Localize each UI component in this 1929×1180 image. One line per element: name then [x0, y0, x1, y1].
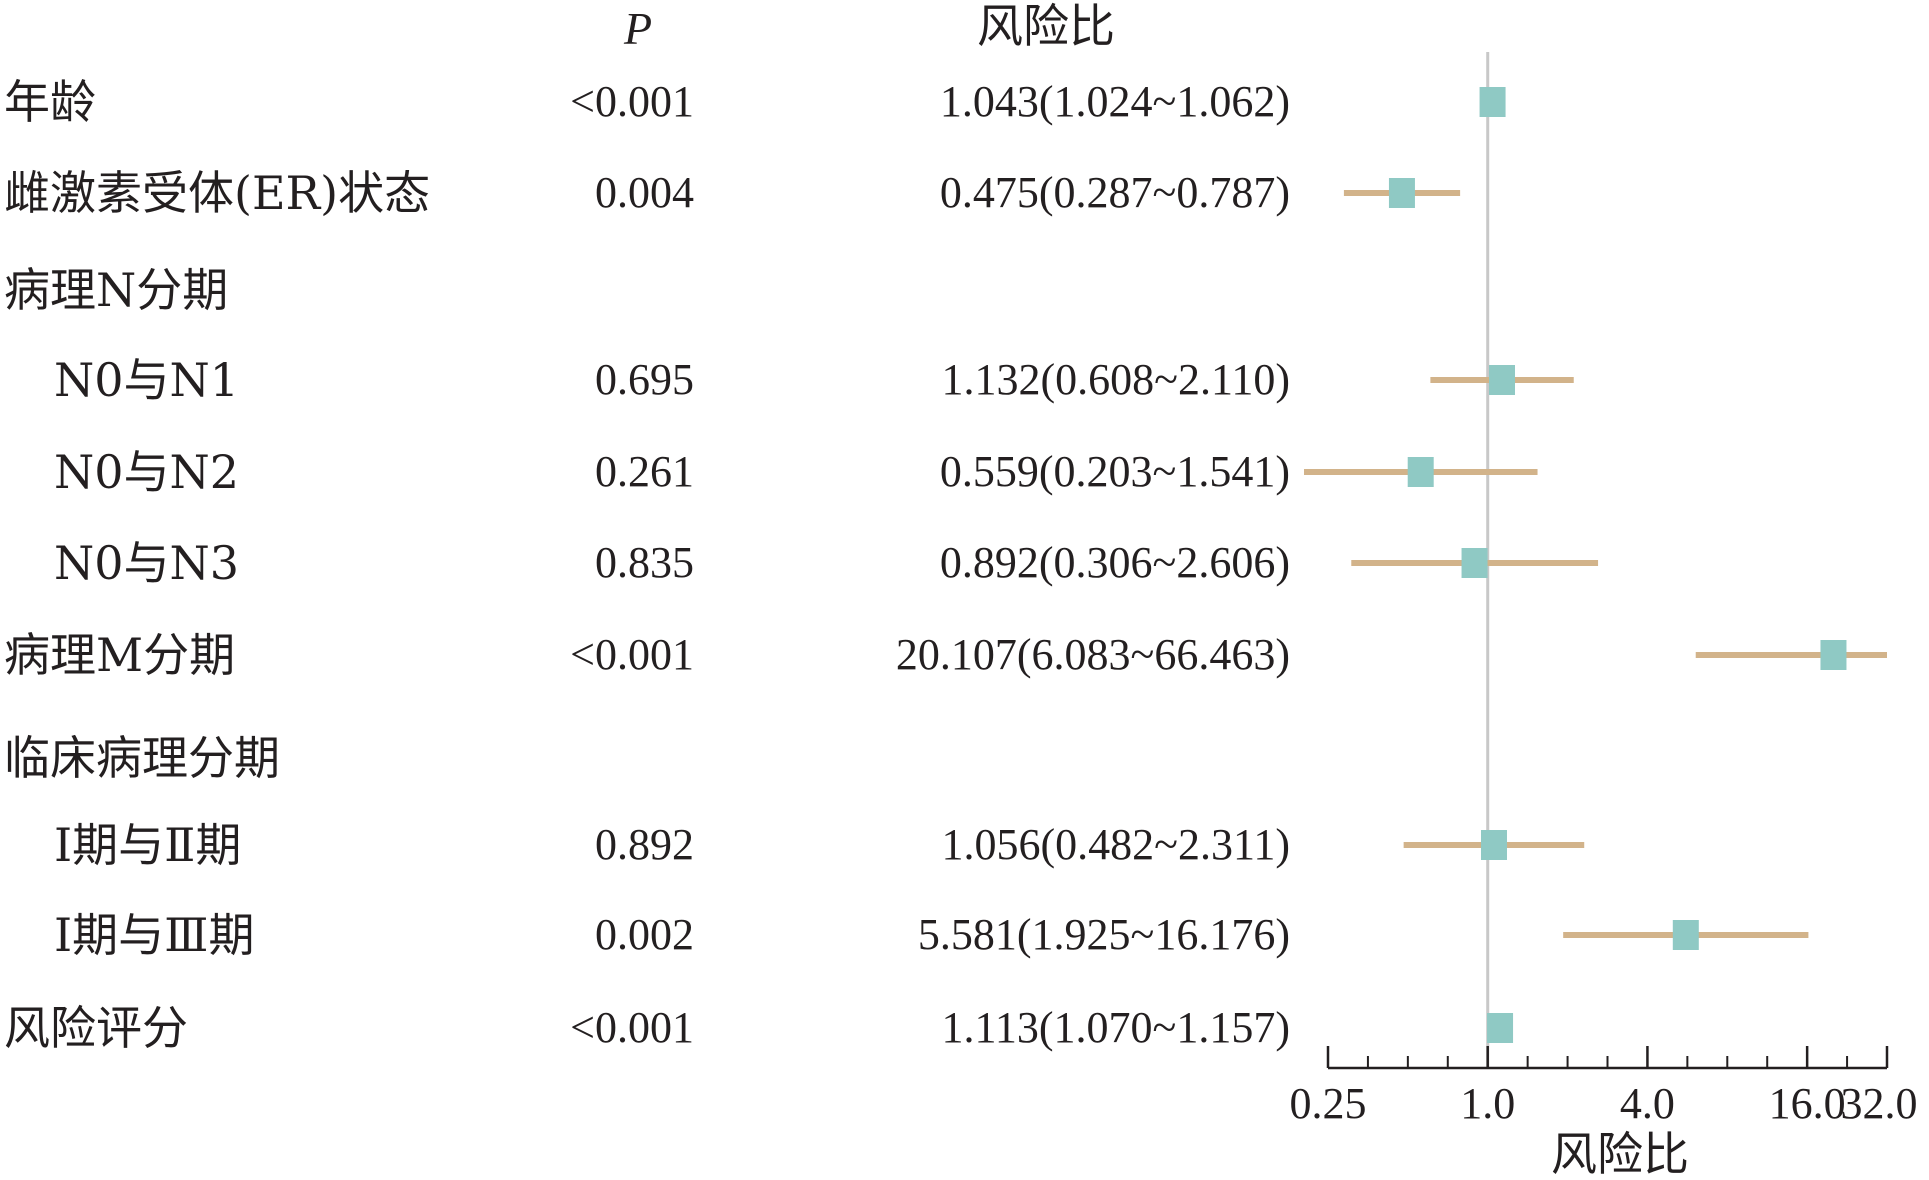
- row-label: 病理M分期: [4, 628, 235, 682]
- hazard-ratio-marker: [1820, 640, 1847, 670]
- x-tick-label: 1.0: [1460, 1079, 1515, 1128]
- hazard-ratio-text: 0.559(0.203~1.541): [940, 447, 1290, 496]
- row-label: Ⅰ期与Ⅲ期: [54, 908, 255, 962]
- hazard-ratio-marker: [1487, 1013, 1514, 1043]
- row-label: N0与N3: [54, 536, 239, 590]
- x-tick-label: 4.0: [1620, 1079, 1675, 1128]
- hazard-ratio-header: 风险比: [977, 0, 1115, 53]
- hazard-ratio-text: 1.043(1.024~1.062): [940, 77, 1290, 126]
- hazard-ratio-marker: [1480, 830, 1507, 860]
- table-rows: 年龄 <0.001 1.043(1.024~1.062) 雌激素受体(ER)状态 0.0…: [4, 75, 1290, 1055]
- x-axis-title: 风险比: [1551, 1127, 1689, 1180]
- p-value: 0.004: [595, 168, 694, 217]
- row-label: 雌激素受体(ER)状态: [4, 166, 430, 220]
- hazard-ratio-text: 5.581(1.925~16.176): [918, 910, 1290, 959]
- hazard-ratio-text: 1.113(1.070~1.157): [942, 1003, 1290, 1052]
- row-label: N0与N2: [54, 445, 239, 499]
- p-value-header: P: [623, 3, 652, 54]
- hazard-ratio-marker: [1388, 178, 1415, 208]
- x-tick-label: 0.25: [1290, 1079, 1367, 1128]
- hazard-ratio-text: 0.475(0.287~0.787): [940, 168, 1290, 217]
- hazard-ratio-marker: [1672, 920, 1699, 950]
- row-label: 临床病理分期: [4, 731, 280, 785]
- p-value: <0.001: [570, 1003, 694, 1052]
- hazard-ratio-text: 1.132(0.608~2.110): [942, 355, 1290, 404]
- p-value: 0.695: [595, 355, 694, 404]
- p-value: 0.835: [595, 538, 694, 587]
- p-value: 0.892: [595, 820, 694, 869]
- plot-area: 0.25 1.0 4.0 16.032.0: [1290, 52, 1918, 1128]
- p-value: <0.001: [570, 630, 694, 679]
- p-value: <0.001: [570, 77, 694, 126]
- p-value: 0.002: [595, 910, 694, 959]
- x-tick-label: 16.0: [1769, 1079, 1846, 1128]
- hazard-ratio-text: 0.892(0.306~2.606): [940, 538, 1290, 587]
- row-label: 年龄: [4, 75, 96, 129]
- row-label: 风险评分: [4, 1001, 188, 1055]
- hazard-ratio-marker: [1479, 87, 1506, 117]
- p-value: 0.261: [595, 447, 694, 496]
- hazard-ratio-text: 20.107(6.083~66.463): [896, 630, 1290, 679]
- hazard-ratio-text: 1.056(0.482~2.311): [942, 820, 1290, 869]
- hazard-ratio-marker: [1407, 457, 1434, 487]
- row-label: 病理N分期: [4, 263, 228, 317]
- row-label: Ⅰ期与Ⅱ期: [54, 818, 241, 872]
- row-label: N0与N1: [54, 353, 239, 407]
- hazard-ratio-marker: [1461, 548, 1488, 578]
- hazard-ratio-marker: [1488, 365, 1515, 395]
- x-tick-label: 32.0: [1841, 1079, 1918, 1128]
